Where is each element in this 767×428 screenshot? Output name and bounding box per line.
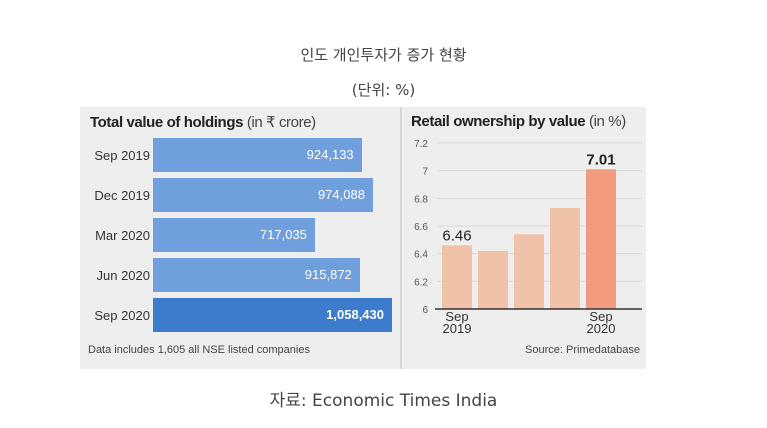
holdings-category-label: Jun 2020 [96,268,151,283]
holdings-bar: 1,058,430 [153,298,392,332]
unit-label: (단위: %) [351,81,416,99]
ownership-bar [514,234,544,309]
holdings-bar-value: 717,035 [259,227,307,242]
holdings-bar-value: 924,133 [306,147,354,162]
holdings-bar: 717,035 [153,218,315,252]
ownership-bar [550,208,580,309]
holdings-bar: 974,088 [153,178,373,212]
holdings-bar: 915,872 [153,258,360,292]
holdings-title: Total value of holdings (in ₹ crore) [90,114,316,131]
holdings-bar: 924,133 [153,138,362,172]
x-tick-label: Sep [445,309,468,324]
holdings-bar-value: 1,058,430 [326,307,384,322]
holdings-category-label: Sep 2019 [94,148,150,163]
x-tick-label: 2020 [587,321,616,336]
ownership-bar [478,250,508,309]
ownership-bar [442,245,472,309]
holdings-category-label: Sep 2020 [94,308,150,323]
y-tick-label: 7 [422,167,428,178]
holdings-category-label: Dec 2019 [94,188,150,203]
y-tick-label: 6.8 [414,194,428,205]
ownership-title: Retail ownership by value (in %) [411,113,626,130]
divider [400,107,402,369]
holdings-category-label: Mar 2020 [95,228,150,243]
y-tick-label: 6.2 [414,277,428,288]
data-label: 6.46 [442,227,471,244]
y-tick-label: 6.4 [414,250,428,261]
source-caption: 자료: Economic Times India [269,391,498,411]
data-label: 7.01 [586,151,615,168]
y-tick-label: 7.2 [414,139,428,150]
holdings-bar-value: 915,872 [304,267,352,282]
x-tick-label: 2019 [443,321,472,336]
page-title: 인도 개인투자가 증가 현황 [300,46,467,64]
ownership-bar [586,169,616,309]
x-tick-label: Sep [589,309,612,324]
y-tick-label: 6 [422,305,428,316]
ownership-source: Source: Primedatabase [525,344,640,356]
infographic-panel: Total value of holdings (in ₹ crore) Sep… [80,107,646,369]
holdings-note: Data includes 1,605 all NSE listed compa… [88,344,310,356]
holdings-bar-value: 974,088 [317,187,365,202]
y-tick-label: 6.6 [414,222,428,233]
